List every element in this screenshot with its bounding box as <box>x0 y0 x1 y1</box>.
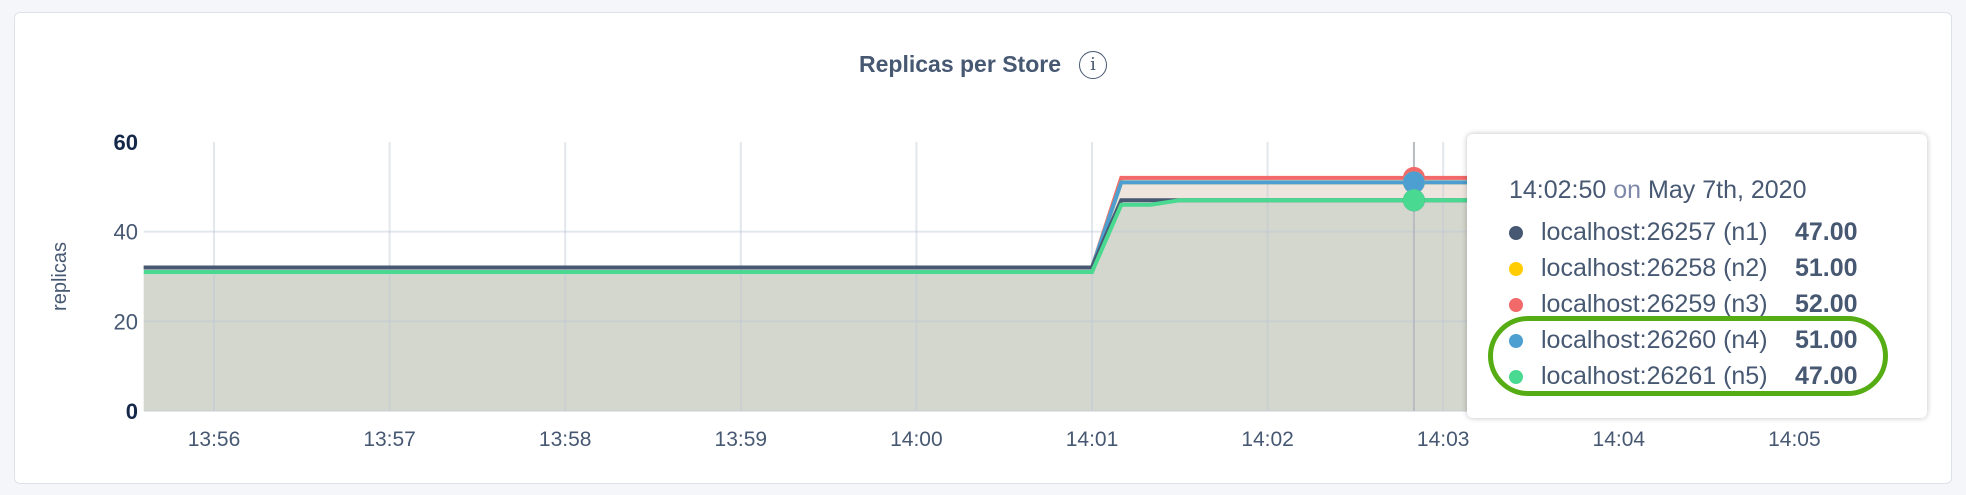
tooltip-series-value: 51.00 <box>1795 254 1858 282</box>
tooltip-timestamp: 14:02:50 on May 7th, 2020 <box>1509 176 1806 205</box>
tooltip-series-value: 52.00 <box>1795 290 1858 318</box>
series-color-dot-icon <box>1509 226 1523 241</box>
tooltip-series-label: localhost:26260 (n4) <box>1541 326 1768 354</box>
y-tick-label: 0 <box>126 399 138 424</box>
x-tick-label: 14:03 <box>1417 428 1470 451</box>
x-tick-label: 13:57 <box>363 428 416 451</box>
tooltip-row: localhost:26258 (n2) 51.00 <box>1509 250 1909 286</box>
tooltip-time: 14:02:50 <box>1509 176 1607 204</box>
y-tick-label: 20 <box>114 309 138 334</box>
tooltip-series-label: localhost:26258 (n2) <box>1541 254 1768 282</box>
info-icon[interactable]: i <box>1078 50 1107 79</box>
chart-title: Replicas per Store <box>859 51 1061 78</box>
y-tick-label: 40 <box>114 220 138 245</box>
tooltip-series-value: 47.00 <box>1795 362 1858 390</box>
y-tick-label: 60 <box>114 130 138 155</box>
tooltip-date: May 7th, 2020 <box>1648 176 1807 204</box>
highlight-annotation <box>1488 316 1888 396</box>
tooltip-row: localhost:26261 (n5) 47.00 <box>1509 358 1909 394</box>
x-tick-label: 13:56 <box>188 428 241 451</box>
x-tick-label: 14:05 <box>1768 428 1821 451</box>
tooltip-series-label: localhost:26257 (n1) <box>1541 218 1768 246</box>
x-tick-label: 14:02 <box>1241 428 1294 451</box>
hover-point-4 <box>1402 171 1425 194</box>
tooltip-on: on <box>1613 176 1642 204</box>
hover-tooltip: 14:02:50 on May 7th, 2020 localhost:2625… <box>1467 134 1927 418</box>
tooltip-series-value: 51.00 <box>1795 326 1858 354</box>
series-color-dot-icon <box>1509 262 1523 277</box>
x-tick-label: 14:01 <box>1066 428 1119 451</box>
x-tick-label: 13:59 <box>715 428 768 451</box>
tooltip-series-value: 47.00 <box>1795 218 1858 246</box>
tooltip-row: localhost:26257 (n1) 47.00 <box>1509 214 1909 250</box>
x-tick-label: 13:58 <box>539 428 592 451</box>
x-tick-label: 14:04 <box>1593 428 1646 451</box>
y-axis-label: replicas <box>49 242 71 311</box>
hover-point-5 <box>1402 189 1425 212</box>
tooltip-series-label: localhost:26259 (n3) <box>1541 290 1768 318</box>
series-line-5 <box>143 198 1912 275</box>
series-color-dot-icon <box>1509 298 1523 313</box>
x-tick-label: 14:00 <box>890 428 943 451</box>
tooltip-series-label: localhost:26261 (n5) <box>1541 362 1768 390</box>
tooltip-row: localhost:26259 (n3) 52.00 <box>1509 286 1909 322</box>
chart-title-row: Replicas per Store i <box>0 50 1966 79</box>
